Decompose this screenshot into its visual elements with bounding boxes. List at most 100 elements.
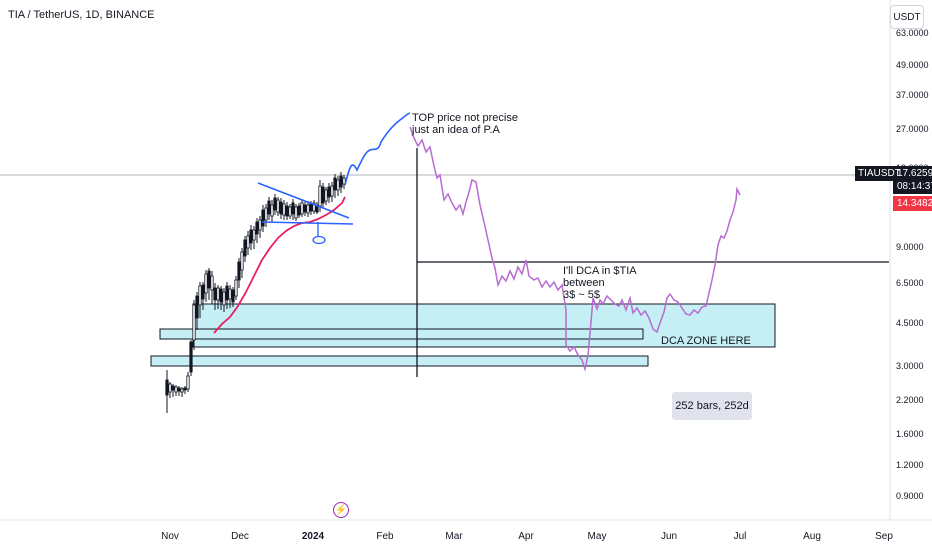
candle-body: [228, 288, 232, 300]
candle-body: [171, 385, 175, 391]
x-tick-label: Aug: [803, 531, 821, 542]
candle-body: [225, 285, 229, 301]
pattern-line-upper[interactable]: [257, 182, 350, 219]
bars-range-label: 252 bars, 252d: [672, 392, 752, 420]
candle-body: [339, 175, 343, 188]
candle-body: [288, 206, 292, 217]
x-tick-label: Nov: [161, 531, 179, 542]
x-tick-label: 2024: [301, 531, 325, 542]
y-tick-label: 3.0000: [896, 361, 924, 371]
candle-body: [321, 186, 325, 204]
candles-group: [165, 172, 346, 413]
y-tick-label: 27.0000: [896, 124, 929, 134]
pattern-line-lower[interactable]: [261, 221, 354, 225]
candle-body: [303, 204, 307, 213]
candle-body: [264, 207, 268, 221]
candle-body: [168, 383, 172, 393]
candle-body: [201, 284, 205, 300]
candle-body: [240, 251, 244, 271]
top-note-line1[interactable]: TOP price not precise: [412, 112, 518, 124]
dca-note-line2[interactable]: between: [563, 277, 605, 289]
dca-zone-box[interactable]: [192, 303, 776, 348]
candle-body: [189, 341, 193, 373]
y-tick-label: 19.0000: [896, 163, 929, 173]
candle-body: [165, 379, 169, 396]
candle-body: [207, 270, 211, 289]
candle-body: [285, 205, 289, 217]
candle-body: [249, 229, 253, 244]
y-tick-label: 6.5000: [896, 278, 924, 288]
dca-note-line3[interactable]: 3$ ~ 5$: [563, 289, 601, 301]
candle-body: [210, 275, 214, 291]
candle-body: [267, 200, 271, 215]
last-price-tag-bg: [893, 166, 932, 194]
candle-body: [336, 179, 340, 191]
candle-body: [186, 375, 190, 390]
moving-average-line: [213, 196, 346, 334]
candle-body: [318, 185, 322, 207]
candle-body: [195, 295, 199, 319]
y-tick-label: 9.0000: [896, 242, 924, 252]
candle-body: [312, 202, 316, 212]
candle-body: [213, 287, 217, 301]
y-tick-label: 63.0000: [896, 28, 929, 38]
candle-body: [261, 209, 265, 227]
candle-body: [297, 205, 301, 216]
ma-tag-bg: [893, 196, 932, 211]
candle-body: [177, 387, 181, 392]
candle-body: [204, 273, 208, 294]
candle-body: [333, 177, 337, 191]
candle-body: [219, 288, 223, 303]
candle-body: [324, 189, 328, 202]
candle-body: [234, 279, 238, 297]
ma-value-tag: 14.3482: [897, 198, 932, 209]
candle-body: [237, 261, 241, 281]
symbol-tag-bg: [855, 166, 893, 181]
candle-body: [270, 204, 274, 217]
candle-body: [327, 186, 331, 198]
y-tick-label: 4.5000: [896, 318, 924, 328]
symbol-title: TIA / TetherUS, 1D, BINANCE: [8, 9, 155, 21]
candle-body: [231, 289, 235, 303]
candle-body: [246, 235, 250, 249]
candle-body: [309, 203, 313, 212]
y-tick-label: 1.2000: [896, 460, 924, 470]
y-tick-label: 1.6000: [896, 429, 924, 439]
currency-button[interactable]: USDT: [890, 5, 924, 29]
x-tick-label: Mar: [445, 531, 463, 542]
candle-body: [300, 202, 304, 215]
x-tick-label: Jul: [733, 531, 747, 542]
x-tick-label: May: [587, 531, 607, 542]
last-price-tag: 17.6259: [897, 168, 932, 179]
y-tick-label: 0.9000: [896, 491, 924, 501]
dca-zone-label[interactable]: DCA ZONE HERE: [661, 335, 751, 347]
candle-body: [294, 206, 298, 219]
projection-path[interactable]: [409, 126, 741, 372]
x-tick-label: Sep: [875, 531, 893, 542]
x-tick-label: Dec: [231, 531, 249, 542]
lightning-icon[interactable]: ⚡: [333, 502, 349, 518]
x-tick-label: Jun: [660, 531, 678, 542]
projection-top-path[interactable]: [344, 112, 411, 186]
y-tick-label: 37.0000: [896, 90, 929, 100]
support-band-lower[interactable]: [150, 355, 649, 367]
dca-note-line1[interactable]: I'll DCA in $TIA: [563, 265, 637, 277]
candle-body: [216, 287, 220, 301]
candle-body: [291, 202, 295, 215]
symbol-tag: TIAUSDT: [858, 168, 901, 179]
candle-body: [183, 387, 187, 391]
candle-body: [258, 219, 262, 231]
pattern-circle: [312, 235, 326, 245]
candle-body: [273, 197, 277, 211]
candle-body: [252, 229, 256, 241]
candle-body: [306, 204, 310, 214]
candle-body: [222, 291, 226, 306]
x-tick-label: Feb: [376, 531, 394, 542]
candle-body: [174, 386, 178, 393]
countdown-tag: 08:14:37: [897, 181, 932, 192]
candle-body: [330, 185, 334, 197]
x-tick-label: Apr: [518, 531, 534, 542]
top-note-line2[interactable]: just an idea of P.A: [412, 124, 500, 136]
support-band-upper[interactable]: [159, 328, 644, 340]
